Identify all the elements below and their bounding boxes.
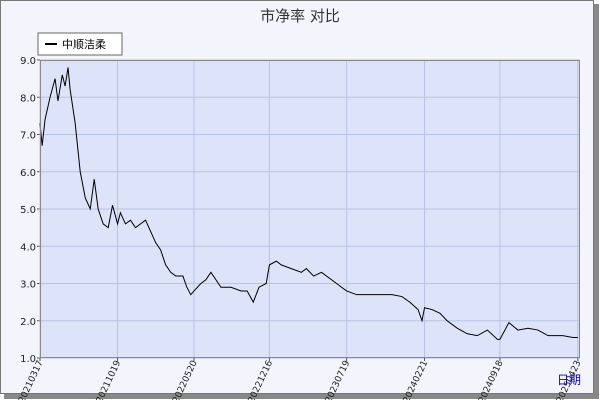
y-tick-label: 3.0 [20, 280, 36, 291]
y-tick-label: 2.0 [20, 317, 36, 328]
data-line [39, 67, 578, 340]
frame-shadow [594, 4, 599, 399]
y-tick-label: 5.0 [20, 205, 36, 216]
frame-shadow [4, 394, 599, 399]
y-tick-label: 8.0 [20, 93, 36, 104]
y-tick-label: 6.0 [20, 168, 36, 179]
legend-label: 中顺洁柔 [62, 38, 106, 51]
plot [39, 67, 578, 340]
y-tick-label: 1.0 [20, 354, 36, 365]
legend [37, 32, 123, 56]
y-tick-label: 7.0 [20, 131, 36, 142]
x-axis-label: 日期 [557, 373, 581, 387]
plot-border [40, 60, 580, 358]
chart-title: 市净率 对比 [260, 7, 340, 25]
y-tick-label: 9.0 [20, 56, 36, 67]
y-tick-label: 4.0 [20, 242, 36, 253]
